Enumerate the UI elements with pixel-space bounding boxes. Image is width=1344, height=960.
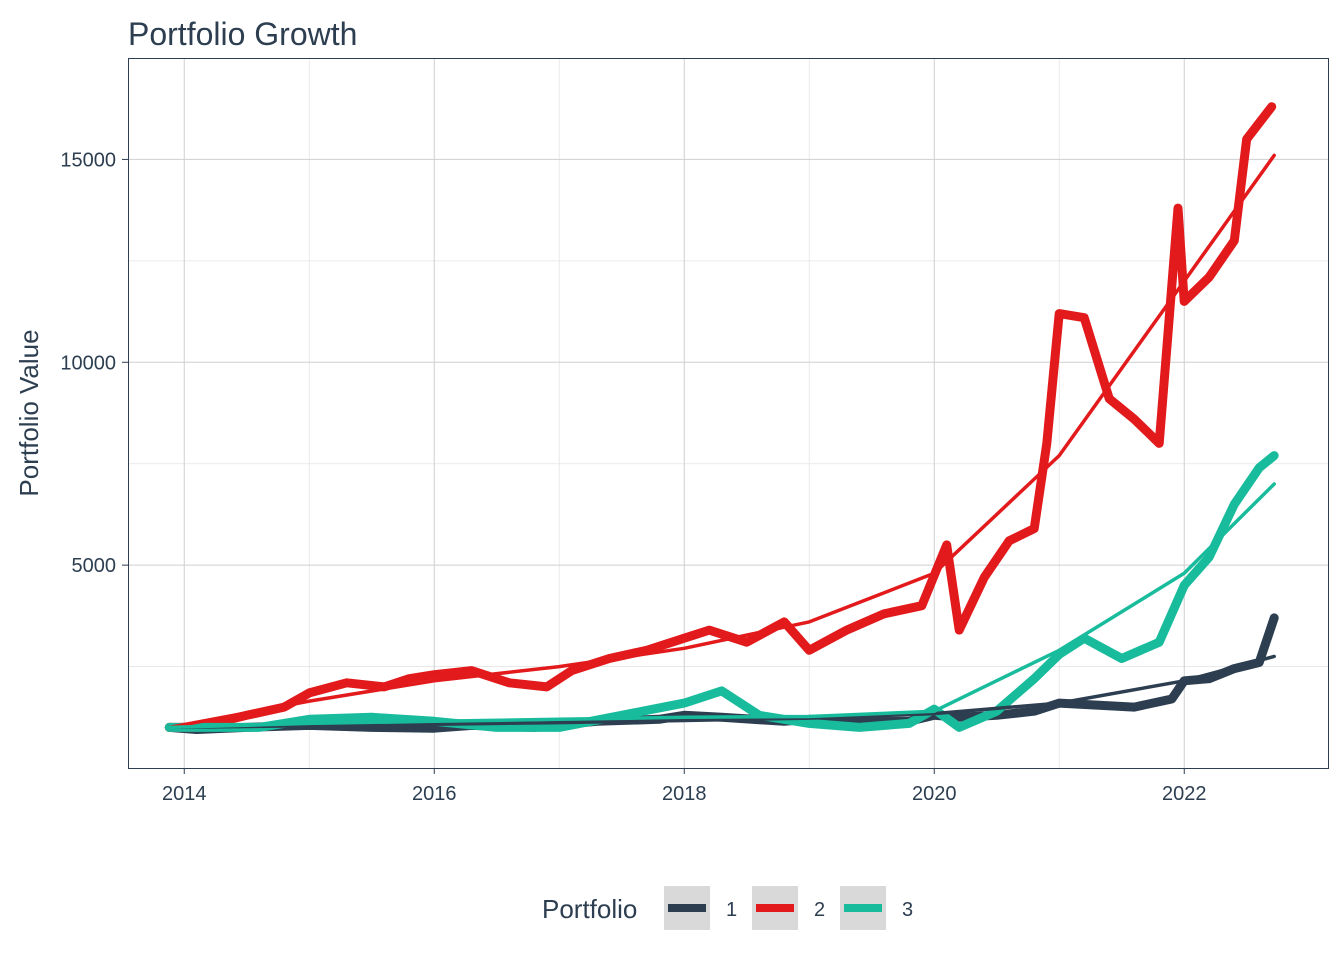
legend-title: Portfolio (542, 894, 637, 924)
legend-items: 1 2 3 (664, 886, 913, 930)
legend-label-2: 2 (814, 899, 825, 921)
legend-label-3: 3 (902, 899, 913, 921)
grid-lines (128, 58, 1328, 768)
x-tick-label: 2016 (412, 783, 457, 805)
x-tick-label: 2018 (662, 783, 707, 805)
axis-ticks: 2014 2016 2018 2020 2022 5000 10000 15000 (60, 149, 1206, 805)
x-tick-label: 2014 (162, 783, 207, 805)
series-1-trend-line (167, 654, 1276, 730)
x-tick-label: 2022 (1162, 783, 1207, 805)
series-1-line (164, 613, 1279, 734)
y-tick-label: 10000 (60, 352, 116, 374)
series-2-line (164, 102, 1277, 732)
series-layer (164, 102, 1279, 734)
y-tick-label: 15000 (60, 149, 116, 171)
x-tick-label: 2020 (912, 783, 957, 805)
plot-panel-border (128, 58, 1329, 769)
series-3-trend-line (167, 482, 1276, 730)
legend: Portfolio 1 2 3 (542, 886, 913, 930)
series-2-trend-line (167, 153, 1276, 730)
y-axis-title: Portfolio Value (14, 329, 44, 496)
legend-label-1: 1 (726, 899, 737, 921)
y-tick-label: 5000 (72, 555, 117, 577)
series-3-line (164, 451, 1279, 732)
chart-title: Portfolio Growth (128, 16, 357, 52)
